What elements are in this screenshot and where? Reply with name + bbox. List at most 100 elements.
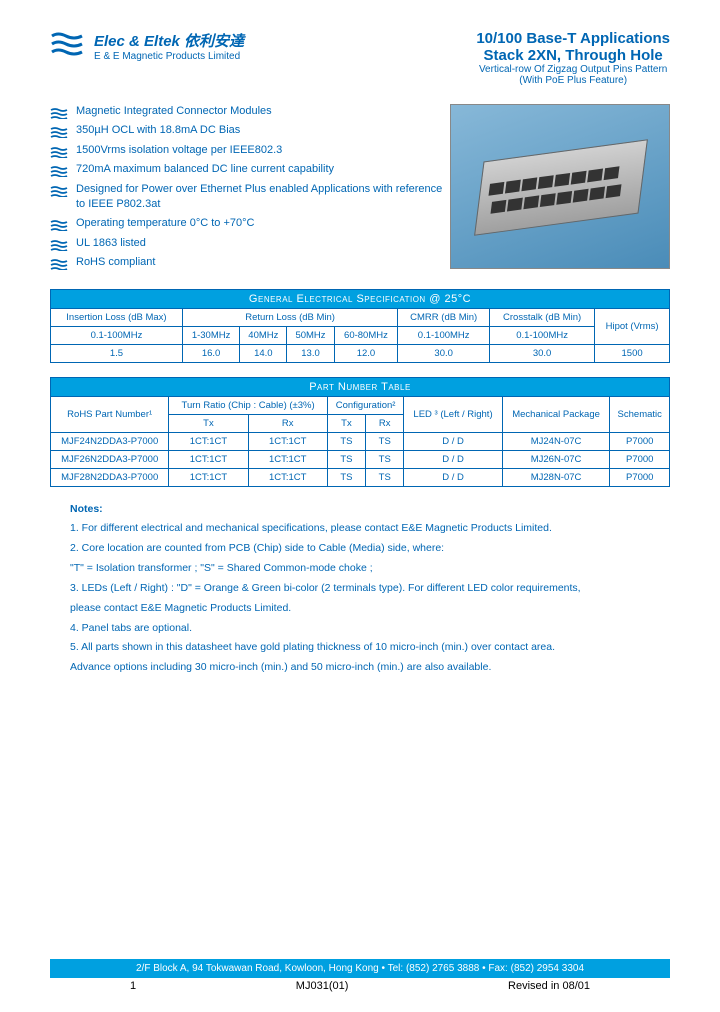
- parts-cell: D / D: [404, 450, 502, 468]
- parts-cell: P7000: [610, 450, 670, 468]
- parts-header: LED ³ (Left / Right): [404, 396, 502, 432]
- table-row: MJF26N2DDA3-P70001CT:1CT1CT:1CTTSTSD / D…: [51, 450, 670, 468]
- title-l1: 10/100 Base-T Applications: [476, 30, 670, 47]
- spec-subheader: 0.1-100MHz: [51, 326, 183, 344]
- spec-header: CMRR (dB Min): [398, 308, 490, 326]
- features-list: Magnetic Integrated Connector Modules 350…: [50, 104, 450, 275]
- bullet-icon: [50, 184, 68, 196]
- company-name: Elec & Eltek 依利安達: [94, 30, 244, 51]
- parts-cell: 1CT:1CT: [169, 468, 248, 486]
- logo-icon: [50, 30, 86, 58]
- header: Elec & Eltek 依利安達 E & E Magnetic Product…: [50, 30, 670, 86]
- spec-header: Return Loss (dB Min): [182, 308, 397, 326]
- parts-cell: 1CT:1CT: [248, 432, 327, 450]
- parts-cell: TS: [366, 432, 404, 450]
- parts-header: Mechanical Package: [502, 396, 610, 432]
- parts-cell: TS: [366, 450, 404, 468]
- bullet-icon: [50, 257, 68, 269]
- parts-cell: TS: [327, 468, 365, 486]
- notes-title: Notes:: [70, 501, 670, 519]
- feature-text: RoHS compliant: [76, 255, 155, 270]
- footer: 2/F Block A, 94 Tokwawan Road, Kowloon, …: [50, 959, 670, 992]
- note-item: 1. For different electrical and mechanic…: [70, 520, 670, 538]
- parts-header: Turn Ratio (Chip : Cable) (±3%): [169, 396, 327, 414]
- parts-cell: MJF26N2DDA3-P7000: [51, 450, 169, 468]
- parts-cell: TS: [366, 468, 404, 486]
- title-block: 10/100 Base-T Applications Stack 2XN, Th…: [476, 30, 670, 86]
- parts-table: Part Number Table RoHS Part Number¹Turn …: [50, 377, 670, 487]
- note-item: "T" = Isolation transformer ; "S" = Shar…: [70, 560, 670, 578]
- feature-item: RoHS compliant: [50, 255, 450, 270]
- spec-cell: 12.0: [334, 344, 398, 362]
- feature-item: Magnetic Integrated Connector Modules: [50, 104, 450, 119]
- parts-cell: D / D: [404, 432, 502, 450]
- feature-text: UL 1863 listed: [76, 236, 146, 251]
- parts-subheader: Rx: [366, 414, 404, 432]
- feature-text: Designed for Power over Ethernet Plus en…: [76, 182, 450, 213]
- title-l3: Vertical-row Of Zigzag Output Pins Patte…: [476, 64, 670, 75]
- parts-cell: TS: [327, 432, 365, 450]
- doc-id: MJ031(01): [296, 980, 349, 992]
- parts-cell: MJF28N2DDA3-P7000: [51, 468, 169, 486]
- spec-cell: 16.0: [182, 344, 239, 362]
- parts-cell: MJ24N-07C: [502, 432, 610, 450]
- bullet-icon: [50, 125, 68, 137]
- table-row: MJF24N2DDA3-P70001CT:1CT1CT:1CTTSTSD / D…: [51, 432, 670, 450]
- feature-item: Operating temperature 0°C to +70°C: [50, 216, 450, 231]
- parts-header: Configuration²: [327, 396, 404, 414]
- parts-cell: MJF24N2DDA3-P7000: [51, 432, 169, 450]
- revision: Revised in 08/01: [508, 980, 590, 992]
- feature-text: 1500Vrms isolation voltage per IEEE802.3: [76, 143, 282, 158]
- spec-subheader: 1-30MHz: [182, 326, 239, 344]
- note-item: 5. All parts shown in this datasheet hav…: [70, 639, 670, 657]
- parts-subheader: Tx: [169, 414, 248, 432]
- note-item: please contact E&E Magnetic Products Lim…: [70, 600, 670, 618]
- title-l4: (With PoE Plus Feature): [476, 75, 670, 86]
- feature-text: 720mA maximum balanced DC line current c…: [76, 162, 334, 177]
- spec-cell: 13.0: [287, 344, 334, 362]
- feature-item: 1500Vrms isolation voltage per IEEE802.3: [50, 143, 450, 158]
- parts-title: Part Number Table: [51, 377, 670, 396]
- page-num: 1: [130, 980, 136, 992]
- parts-cell: MJ26N-07C: [502, 450, 610, 468]
- logo-block: Elec & Eltek 依利安達 E & E Magnetic Product…: [50, 30, 244, 86]
- spec-header: Crosstalk (dB Min): [490, 308, 595, 326]
- spec-header: Hipot (Vrms): [595, 308, 670, 344]
- bullet-icon: [50, 164, 68, 176]
- feature-item: UL 1863 listed: [50, 236, 450, 251]
- bullet-icon: [50, 218, 68, 230]
- parts-cell: MJ28N-07C: [502, 468, 610, 486]
- bullet-icon: [50, 106, 68, 118]
- parts-cell: TS: [327, 450, 365, 468]
- footer-bar: 2/F Block A, 94 Tokwawan Road, Kowloon, …: [50, 959, 670, 978]
- feature-item: 350µH OCL with 18.8mA DC Bias: [50, 123, 450, 138]
- product-image: [450, 104, 670, 269]
- parts-cell: 1CT:1CT: [169, 432, 248, 450]
- spec-cell: 30.0: [490, 344, 595, 362]
- spec-table: General Electrical Specification @ 25°C …: [50, 289, 670, 363]
- title-l2: Stack 2XN, Through Hole: [476, 47, 670, 64]
- parts-cell: P7000: [610, 432, 670, 450]
- parts-header: Schematic: [610, 396, 670, 432]
- parts-cell: P7000: [610, 468, 670, 486]
- parts-cell: 1CT:1CT: [248, 450, 327, 468]
- notes-block: Notes: 1. For different electrical and m…: [50, 501, 670, 678]
- spec-cell: 30.0: [398, 344, 490, 362]
- spec-subheader: 50MHz: [287, 326, 334, 344]
- spec-title: General Electrical Specification @ 25°C: [51, 289, 670, 308]
- spec-header: Insertion Loss (dB Max): [51, 308, 183, 326]
- spec-subheader: 60-80MHz: [334, 326, 398, 344]
- table-row: MJF28N2DDA3-P70001CT:1CT1CT:1CTTSTSD / D…: [51, 468, 670, 486]
- note-item: 4. Panel tabs are optional.: [70, 620, 670, 638]
- note-item: 3. LEDs (Left / Right) : "D" = Orange & …: [70, 580, 670, 598]
- spec-subheader: 40MHz: [240, 326, 287, 344]
- parts-cell: 1CT:1CT: [248, 468, 327, 486]
- bullet-icon: [50, 238, 68, 250]
- feature-text: Magnetic Integrated Connector Modules: [76, 104, 272, 119]
- parts-subheader: Tx: [327, 414, 365, 432]
- spec-cell: 1.5: [51, 344, 183, 362]
- spec-cell: 14.0: [240, 344, 287, 362]
- feature-item: 720mA maximum balanced DC line current c…: [50, 162, 450, 177]
- spec-cell: 1500: [595, 344, 670, 362]
- parts-cell: D / D: [404, 468, 502, 486]
